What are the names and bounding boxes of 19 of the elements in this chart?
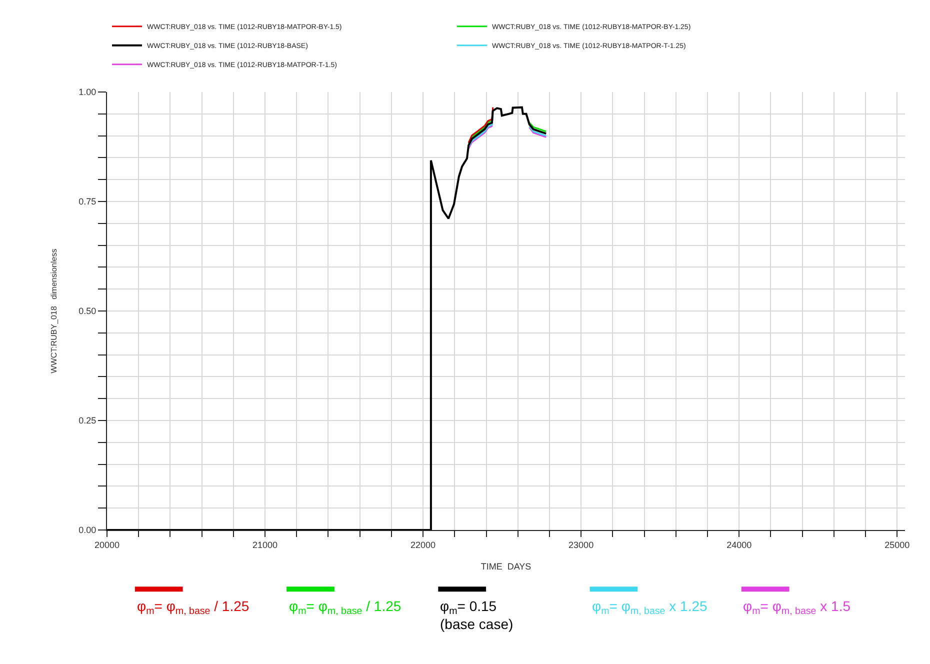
y-tick-label: 1.00 — [78, 87, 96, 98]
x-tick-label: 20000 — [94, 540, 120, 550]
text: φ$_{m}$= φ$_{m, base}$ / 1.25 — [137, 598, 250, 617]
x-tick-label: 25000 — [884, 540, 910, 550]
y-tick-label: 0.75 — [78, 196, 96, 207]
text: φ$_{m}$= φ$_{m, base}$ x 1.5 — [743, 598, 851, 617]
x-tick-label: 23000 — [568, 540, 594, 550]
x-tick-label: 22000 — [410, 540, 436, 550]
x-tick-label: 24000 — [726, 540, 752, 550]
y-tick-label: 0.50 — [78, 306, 96, 316]
y-tick-label: 0.00 — [78, 525, 96, 536]
x-tick-label: 21000 — [252, 540, 278, 550]
text: φ$_{m}$= φ$_{m, base}$ x 1.25 — [592, 598, 708, 617]
y-tick-label: 0.25 — [78, 416, 96, 426]
line-series — [107, 106, 548, 530]
y-axis-title: WWCT:RUBY_018 dimensionless — [49, 248, 58, 374]
x-axis-title: TIME DAYS — [480, 562, 532, 572]
text: φ$_{m}$= 0.15 (base case) — [440, 598, 514, 632]
text: φ$_{m}$= φ$_{m, base}$ / 1.25 — [289, 598, 402, 617]
